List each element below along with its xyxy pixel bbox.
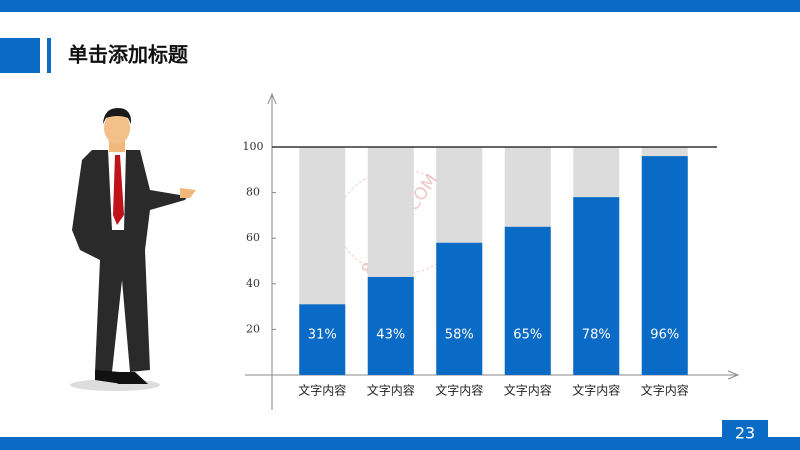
x-tick-label: 文字内容 bbox=[298, 383, 346, 398]
x-tick-label: 文字内容 bbox=[367, 383, 415, 398]
value-label: 65% bbox=[513, 328, 542, 343]
businessman bbox=[70, 108, 196, 391]
y-tick-label: 20 bbox=[246, 322, 260, 335]
page-number: 23 bbox=[735, 424, 755, 443]
x-tick-label: 文字内容 bbox=[572, 383, 620, 398]
x-tick-label: 文字内容 bbox=[641, 383, 689, 398]
bottom-bar bbox=[0, 437, 800, 450]
title: 单击添加标题 bbox=[68, 43, 189, 67]
chart: 20 40 60 80 100 文字内容 31% 文字内容 43% 文字内容 58% 文字内容 65% 文… bbox=[243, 92, 740, 410]
title-block bbox=[0, 38, 40, 73]
y-tick-label: 100 bbox=[243, 140, 264, 153]
y-tick-label: 60 bbox=[246, 231, 260, 244]
value-label: 96% bbox=[650, 328, 679, 343]
title-accent bbox=[47, 38, 51, 73]
y-tick-label: 80 bbox=[246, 186, 260, 199]
x-tick-label: 文字内容 bbox=[504, 383, 552, 398]
value-label: 78% bbox=[582, 328, 611, 343]
bar bbox=[641, 156, 688, 375]
bar bbox=[299, 304, 346, 375]
top-bar bbox=[0, 0, 800, 12]
value-label: 43% bbox=[376, 328, 405, 343]
x-tick-label: 文字内容 bbox=[435, 383, 483, 398]
page-box bbox=[722, 420, 768, 450]
y-axis-arrow bbox=[267, 92, 277, 105]
value-label: 31% bbox=[308, 328, 337, 343]
bar bbox=[573, 197, 620, 375]
y-tick-label: 40 bbox=[246, 277, 260, 290]
bar bbox=[436, 242, 483, 375]
bar bbox=[504, 226, 551, 375]
bar bbox=[367, 276, 414, 375]
x-axis-arrow bbox=[727, 370, 740, 380]
value-label: 58% bbox=[445, 328, 474, 343]
